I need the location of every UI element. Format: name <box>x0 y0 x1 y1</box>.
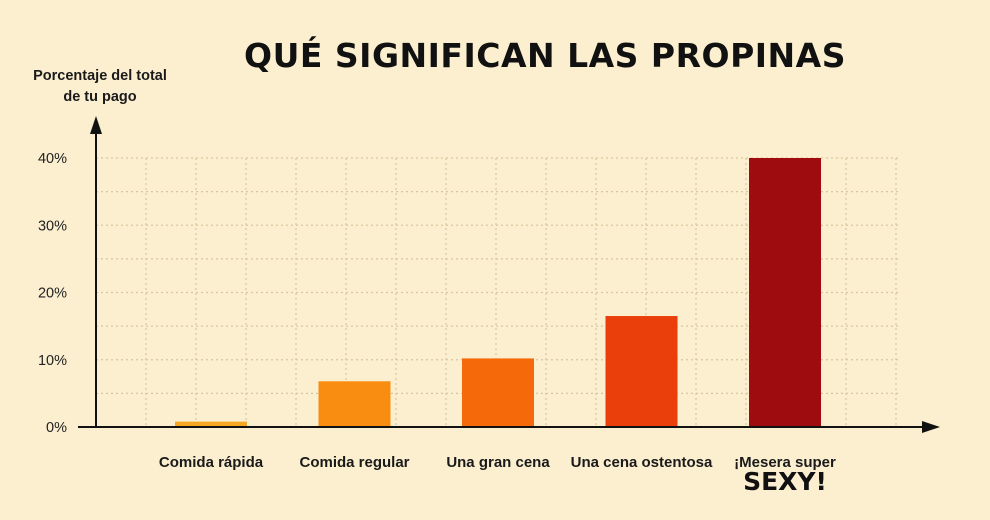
y-axis-label-line-1: Porcentaje del total <box>33 68 167 84</box>
category-label: Una gran cena <box>446 454 550 471</box>
y-tick-labels: 0% 10% 20% 30% 40% <box>38 151 67 436</box>
bars <box>175 158 821 427</box>
y-tick-label: 40% <box>38 151 67 167</box>
bar <box>175 421 247 427</box>
axes <box>78 116 940 433</box>
y-axis-arrow <box>90 116 102 134</box>
category-labels: Comida rápida Comida regular Una gran cena… <box>159 454 836 496</box>
category-label: Comida regular <box>299 454 409 471</box>
category-label: Una cena ostentosa <box>571 454 713 471</box>
y-axis-label: Porcentaje del total de tu pago <box>20 66 180 108</box>
bar <box>749 158 821 427</box>
y-tick-label: 10% <box>38 353 67 369</box>
bar <box>462 358 534 427</box>
y-axis-label-line-2: de tu pago <box>63 89 137 105</box>
category-label: ¡Mesera super <box>734 454 836 471</box>
bar <box>605 316 678 427</box>
y-tick-label: 0% <box>46 420 67 436</box>
x-axis-arrow <box>922 421 940 433</box>
category-label-emphasis: SEXY! <box>743 467 827 496</box>
y-tick-label: 20% <box>38 286 67 302</box>
bar <box>318 381 391 427</box>
category-label: Comida rápida <box>159 454 264 471</box>
chart-title: QUÉ SIGNIFICAN LAS PROPINAS <box>244 36 846 75</box>
y-tick-label: 30% <box>38 218 67 234</box>
